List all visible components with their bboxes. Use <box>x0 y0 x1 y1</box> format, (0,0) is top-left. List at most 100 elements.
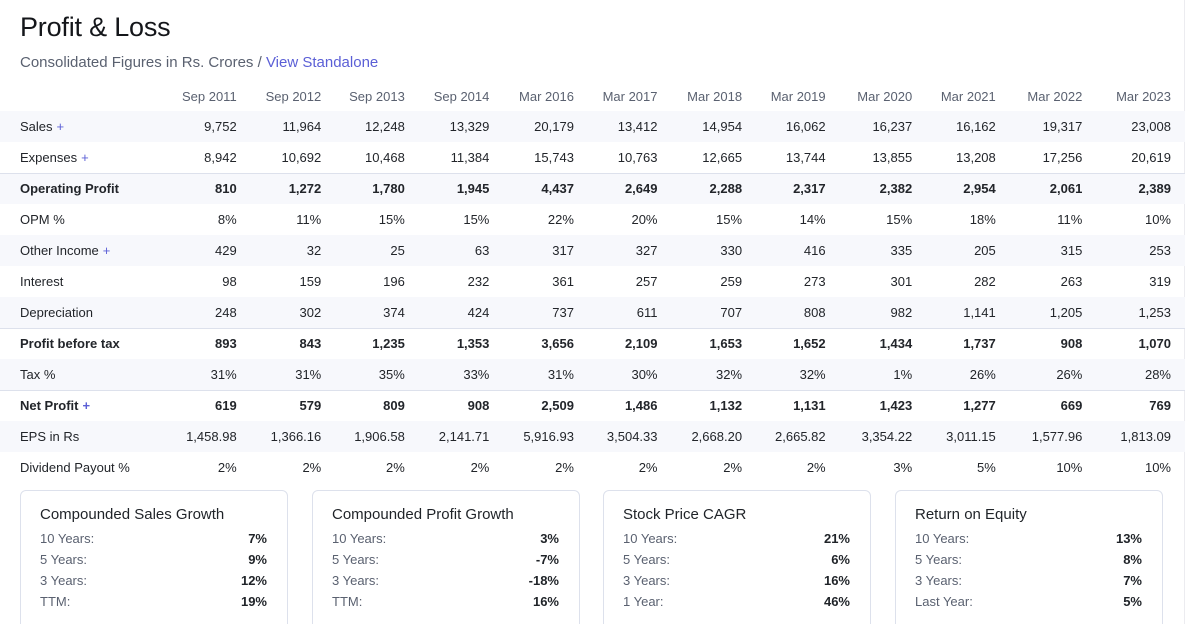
value-cell: 669 <box>1009 389 1097 421</box>
value-cell: 327 <box>635 243 658 258</box>
value-cell: 737 <box>552 304 574 320</box>
value-cell: 2,288 <box>671 172 757 204</box>
row-label: Depreciation <box>20 304 93 320</box>
stat-value: 21% <box>823 531 850 546</box>
stat-period: TTM: <box>332 594 363 609</box>
card-stat-row: Last Year: 5% <box>915 591 1142 612</box>
table-row[interactable]: Net Profit +619 579 809 908 2,509 1,486 1,132 1,… <box>0 389 1185 421</box>
value-cell: 335 <box>890 243 913 258</box>
stat-value: 6% <box>831 552 850 567</box>
value-cell: 23,008 <box>1131 119 1171 134</box>
stat-value: 3% <box>540 531 559 546</box>
card-stat-row: TTM: 16% <box>332 591 559 612</box>
value-cell: 20,179 <box>534 119 574 134</box>
value-cell: 2% <box>302 460 322 475</box>
value-cell: 707 <box>720 304 743 320</box>
value-cell: 10,763 <box>617 149 658 165</box>
value-cell: 13,208 <box>956 149 996 165</box>
value-cell: 253 <box>1149 243 1171 258</box>
value-cell: 1,945 <box>418 172 504 204</box>
stat-period: 3 Years: <box>623 573 670 588</box>
table-row[interactable]: Other Income +429 32 25 63 317 327 330 416 335 205… <box>0 235 1185 266</box>
value-cell: 9,752 <box>204 119 237 134</box>
column-header: Mar 2017 <box>602 88 658 104</box>
expand-plus-button[interactable]: + <box>56 119 65 134</box>
card-stat-row: TTM: 19% <box>40 591 267 612</box>
value-cell: 31% <box>210 366 237 382</box>
table-row: Profit before tax 893 843 1,235 1,353 3,656 2,… <box>0 327 1185 359</box>
value-cell: 1,131 <box>756 389 840 421</box>
value-cell: 1,132 <box>671 389 757 421</box>
column-header: Sep 2011 <box>181 88 237 104</box>
value-cell: 2,509 <box>503 389 588 421</box>
value-cell: 3,354.22 <box>861 429 913 444</box>
value-cell: 26% <box>1056 366 1083 382</box>
subtitle: Consolidated Figures in Rs. Crores / Vie… <box>20 54 378 71</box>
value-cell: 31% <box>547 366 574 382</box>
column-header: Mar 2023 <box>1116 88 1171 104</box>
value-cell: 611 <box>636 304 658 320</box>
row-label-cell: Depreciation <box>0 297 153 328</box>
value-cell: 330 <box>720 243 743 258</box>
value-cell: 11,964 <box>282 119 322 134</box>
row-label-cell: Net Profit + <box>0 389 154 421</box>
value-cell: 20% <box>631 212 658 227</box>
table-row: OPM % 8% 11% 15% 15% 22% 20% 15% 14% 15% 18% 11% 10% <box>0 204 1185 235</box>
expand-plus-button[interactable]: + <box>82 398 91 414</box>
row-label: Profit before tax <box>20 336 120 352</box>
value-cell: 1,272 <box>250 172 336 204</box>
value-cell: 10,692 <box>281 149 322 165</box>
value-cell: 22% <box>547 212 574 227</box>
value-cell: 808 <box>803 304 826 320</box>
stat-period: 1 Year: <box>623 594 664 609</box>
view-standalone-link[interactable]: View Standalone <box>265 54 379 71</box>
value-cell: 2% <box>806 460 826 475</box>
table-row[interactable]: Sales +9,752 11,964 12,248 13,329 20,179 13,41… <box>0 111 1185 142</box>
card-stat-row: 10 Years: 3% <box>332 528 559 549</box>
stat-value: 16% <box>532 594 559 609</box>
value-cell: 424 <box>467 304 490 320</box>
stat-period: 10 Years: <box>915 531 970 546</box>
value-cell: 2,061 <box>1009 172 1097 204</box>
value-cell: 13,412 <box>617 119 658 134</box>
expand-plus-button[interactable]: + <box>81 149 89 165</box>
row-label-cell: OPM % <box>0 204 153 235</box>
value-cell: 10% <box>1144 212 1171 227</box>
value-cell: 12,248 <box>365 119 405 134</box>
row-label: EPS in Rs <box>20 429 80 444</box>
expand-plus-button[interactable]: + <box>102 243 111 258</box>
column-header: Sep 2012 <box>265 88 322 104</box>
stat-period: 10 Years: <box>40 531 95 546</box>
value-cell: 15% <box>463 212 490 227</box>
card-title: Compounded Profit Growth <box>332 506 514 523</box>
value-cell: 282 <box>974 274 996 289</box>
row-label: Dividend Payout % <box>20 460 130 475</box>
card-stat-row: 5 Years: 8% <box>915 549 1142 570</box>
value-cell: 579 <box>250 389 336 421</box>
value-cell: 1,366.16 <box>270 429 322 444</box>
value-cell: 1,652 <box>756 327 840 359</box>
value-cell: 35% <box>378 366 405 382</box>
value-cell: 248 <box>214 304 237 320</box>
value-cell: 14% <box>799 212 826 227</box>
subtitle-text: Consolidated Figures in Rs. Crores / <box>20 54 266 71</box>
value-cell: 196 <box>383 274 405 289</box>
stat-period: 5 Years: <box>332 552 379 567</box>
card-stat-row: 5 Years: -7% <box>332 549 559 570</box>
card-title: Compounded Sales Growth <box>40 506 225 523</box>
value-cell: 361 <box>552 274 574 289</box>
value-cell: 1% <box>893 366 913 382</box>
value-cell: 982 <box>890 304 913 320</box>
card-stat-row: 3 Years: 12% <box>40 570 267 591</box>
value-cell: 16,062 <box>785 119 826 134</box>
value-cell: 3% <box>893 460 913 475</box>
value-cell: 33% <box>463 366 490 382</box>
value-cell: 2,109 <box>587 327 672 359</box>
header-label-cell <box>0 81 153 111</box>
column-header: Mar 2018 <box>687 88 743 104</box>
value-cell: 273 <box>803 274 826 289</box>
value-cell: 13,855 <box>872 149 913 165</box>
card-stat-row: 10 Years: 21% <box>623 528 850 549</box>
table-row[interactable]: Expenses +8,942 10,692 10,468 11,384 15,743 10… <box>0 142 1185 173</box>
